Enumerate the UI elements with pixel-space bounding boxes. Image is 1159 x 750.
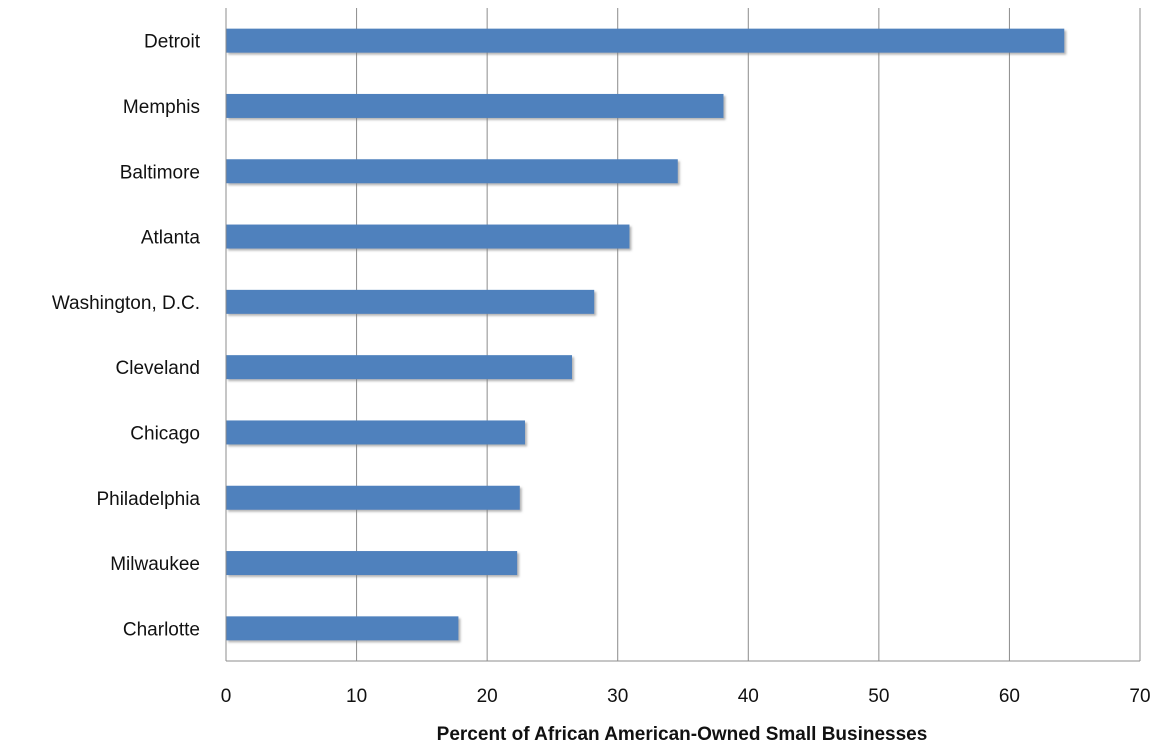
x-tick-label: 40 [738,686,759,707]
category-label: Chicago [130,423,200,444]
bar [226,551,518,576]
category-label: Charlotte [123,619,200,640]
category-labels: Detroit Memphis Baltimore Atlanta Washington… [52,32,201,641]
x-tick-label: 30 [607,686,628,707]
category-label: Washington, D.C. [52,293,200,314]
x-tick-label: 50 [868,686,889,707]
category-label: Milwaukee [110,554,200,575]
x-tick-label: 0 [221,686,232,707]
bars [226,28,1065,641]
x-tick-label: 20 [477,686,498,707]
x-tick-label: 70 [1129,686,1150,707]
bar [226,355,573,380]
category-label: Philadelphia [96,489,200,510]
bar [226,224,630,249]
bar [226,28,1065,53]
category-label: Cleveland [116,358,201,379]
bar [226,289,595,314]
bar [226,159,678,184]
x-tick-label: 10 [346,686,367,707]
x-tick-labels: 0 10 20 30 40 50 60 70 [221,686,1151,707]
x-tick-label: 60 [999,686,1020,707]
bar [226,93,724,118]
bar [226,485,520,510]
category-label: Baltimore [120,162,200,183]
bar [226,616,459,641]
axes [225,8,1140,662]
category-label: Memphis [123,97,200,118]
category-label: Detroit [144,32,201,53]
x-axis-title: Percent of African American-Owned Small … [437,724,928,745]
bar [226,420,526,445]
category-label: Atlanta [141,228,201,249]
